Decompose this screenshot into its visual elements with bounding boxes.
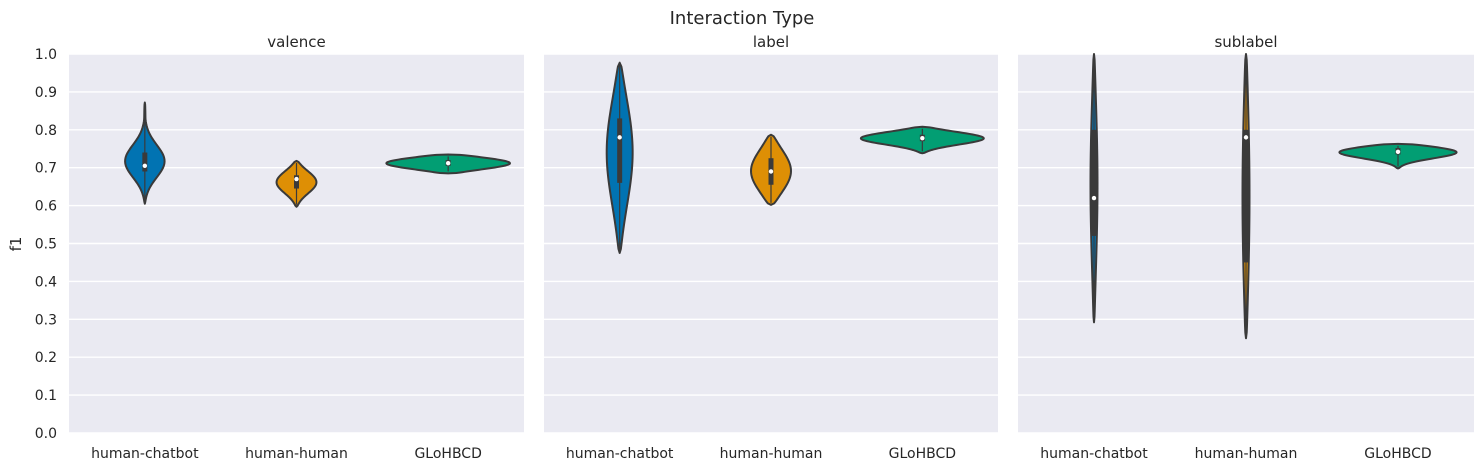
violin-median-dot	[294, 176, 299, 182]
y-tick-label: 0.6	[35, 199, 57, 215]
violin-median-dot	[768, 169, 774, 174]
y-axis-label: f1	[7, 237, 25, 252]
x-tick-label: human-human	[720, 446, 823, 462]
x-tick-label: human-human	[1195, 446, 1298, 462]
x-tick-label: human-human	[245, 446, 348, 462]
x-tick-label: GLoHBCD	[1364, 446, 1431, 462]
y-tick-label: 0.8	[35, 123, 57, 139]
y-tick-label: 0.7	[35, 161, 57, 177]
x-tick-label: GLoHBCD	[889, 446, 956, 462]
subplot-valence: 0.0 0.1 0.2 0.3 0.4 0.5 0.6 0.7 0.8 0.9 1.0 valence…	[35, 33, 524, 462]
violin-GLoHBCD	[859, 125, 985, 155]
subplot-sublabel: sublabel human-chatbot human-human GLoHBCD	[1018, 33, 1474, 462]
violin-median-dot	[142, 163, 148, 169]
y-tick-label: 0.4	[35, 274, 57, 290]
violin-GLoHBCD	[385, 153, 511, 175]
x-tick-label: human-chatbot	[1040, 446, 1148, 462]
subplot-title: valence	[267, 33, 325, 51]
violin-median-dot	[1243, 135, 1249, 140]
y-tick-label: 0.1	[35, 388, 57, 404]
violin-GLoHBCD	[1338, 142, 1458, 170]
y-tick-label: 0.5	[35, 237, 57, 253]
y-tick-label: 0.0	[35, 426, 57, 442]
violin-iqr-box	[142, 152, 148, 172]
violin-human-human	[750, 133, 792, 206]
y-tick-label: 0.2	[35, 350, 57, 366]
x-tick-label: GLoHBCD	[414, 446, 481, 462]
figure-title: Interaction Type	[670, 8, 815, 29]
violin-median-dot	[445, 160, 451, 166]
violin-median-dot	[920, 135, 925, 141]
violin-median-dot	[617, 135, 622, 140]
violin-human-chatbot	[1089, 53, 1099, 324]
violin-iqr-box	[1243, 129, 1249, 263]
violin-median-dot	[1091, 195, 1097, 201]
x-tick-label: human-chatbot	[566, 446, 674, 462]
subplot-title: sublabel	[1214, 33, 1277, 51]
violin-median-dot	[1395, 149, 1401, 154]
violin-human-chatbot	[605, 61, 634, 254]
x-tick-label: human-chatbot	[91, 446, 199, 462]
violin-human-human	[275, 159, 318, 208]
y-tick-label: 0.9	[35, 85, 57, 101]
violin-human-human	[1241, 53, 1251, 340]
violin-iqr-box	[294, 175, 299, 189]
violin-iqr-box	[617, 118, 623, 183]
y-tick-label: 1.0	[35, 47, 57, 63]
subplot-label: label human-chatbot human-human GLoHBCD	[544, 33, 998, 462]
y-tick-label: 0.3	[35, 312, 57, 328]
violin-iqr-box	[1091, 129, 1097, 236]
violin-human-chatbot	[124, 101, 166, 205]
subplot-title: label	[753, 33, 789, 51]
